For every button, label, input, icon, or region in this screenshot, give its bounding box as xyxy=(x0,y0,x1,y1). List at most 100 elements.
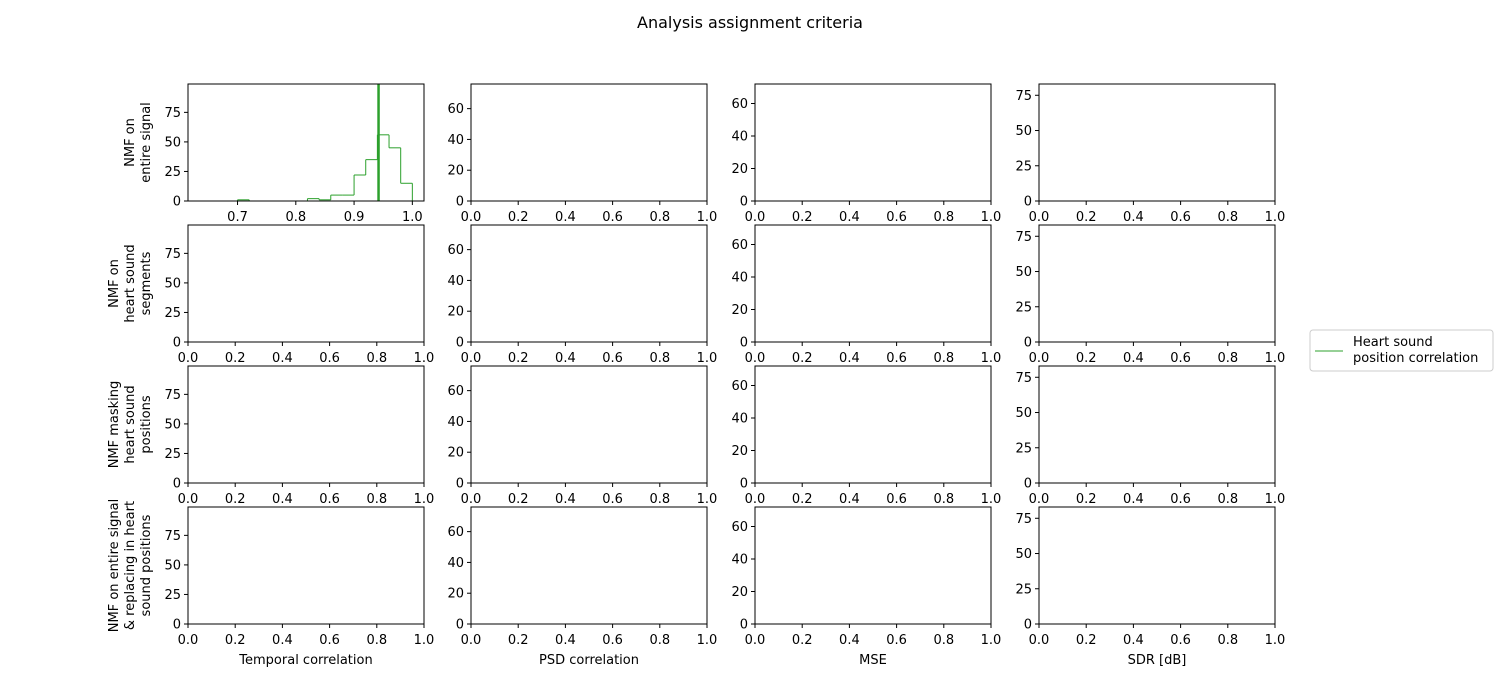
subplot-r0-c2: 0 20 40 60 0.0 0.2 0.4 0.6 0.8 1.0 xyxy=(731,83,1001,225)
y-axis-label: NMF masking heart sound positions xyxy=(107,381,154,469)
x-axis-label: Temporal correlation xyxy=(238,653,372,668)
x-tick-label: 0.6 xyxy=(602,633,623,648)
y-tick-label: 60 xyxy=(447,384,464,399)
subplot-r2-c1: 0 20 40 60 0.0 0.2 0.4 0.6 0.8 1.0 xyxy=(447,365,717,507)
axes-frame xyxy=(754,365,992,484)
x-tick-label: 0.0 xyxy=(178,351,199,366)
y-tick-label: 0 xyxy=(456,195,464,210)
x-tick-label: 0.0 xyxy=(461,492,482,507)
y-tick-label: 75 xyxy=(164,388,181,403)
axes-frame xyxy=(754,506,992,625)
x-tick-label: 1.0 xyxy=(981,351,1002,366)
y-tick-label: 40 xyxy=(447,556,464,571)
x-tick-label: 0.2 xyxy=(508,633,529,648)
y-tick-label: 25 xyxy=(164,306,181,321)
y-tick-label: 0 xyxy=(456,477,464,492)
x-tick-label: 0.0 xyxy=(1029,492,1050,507)
axes-frame xyxy=(470,83,708,202)
x-tick-label: 0.8 xyxy=(1217,210,1238,225)
y-tick-label: 75 xyxy=(164,247,181,262)
x-tick-label: 0.6 xyxy=(886,210,907,225)
y-axis-label-line: sound positions xyxy=(139,514,154,616)
x-tick-label: 0.6 xyxy=(886,492,907,507)
axes-frame xyxy=(1038,365,1276,484)
axes-frame xyxy=(470,506,708,625)
y-tick-label: 0 xyxy=(740,477,748,492)
y-tick-label: 20 xyxy=(731,444,748,459)
x-tick-label: 1.0 xyxy=(697,633,718,648)
x-tick-label: 0.6 xyxy=(319,492,340,507)
y-tick-label: 0 xyxy=(1024,477,1032,492)
x-tick-label: 0.6 xyxy=(1170,633,1191,648)
x-tick-label: 0.0 xyxy=(1029,351,1050,366)
x-tick-label: 0.4 xyxy=(1123,351,1144,366)
y-tick-label: 50 xyxy=(164,276,181,291)
x-tick-label: 0.8 xyxy=(649,351,670,366)
x-tick-label: 0.6 xyxy=(319,351,340,366)
x-tick-label: 0.4 xyxy=(555,351,576,366)
y-axis-label: NMF on entire signal xyxy=(123,102,154,183)
subplot-r3-c3: 0 25 50 75 0.0 0.2 0.4 0.6 0.8 1.0 SDR [dB] xyxy=(1015,506,1285,668)
y-tick-label: 40 xyxy=(447,133,464,148)
x-tick-label: 0.4 xyxy=(555,492,576,507)
y-tick-label: 0 xyxy=(456,618,464,633)
subplot-r2-c3: 0 25 50 75 0.0 0.2 0.4 0.6 0.8 1.0 xyxy=(1015,365,1285,507)
x-tick-label: 0.6 xyxy=(1170,492,1191,507)
x-tick-label: 0.6 xyxy=(602,210,623,225)
axes-frame xyxy=(470,365,708,484)
x-tick-label: 0.7 xyxy=(227,210,248,225)
axes-frame xyxy=(187,506,425,625)
x-tick-label: 0.8 xyxy=(1217,633,1238,648)
x-tick-label: 0.2 xyxy=(1076,351,1097,366)
y-tick-label: 20 xyxy=(447,305,464,320)
subplot-r0-c0: 0 25 50 75 0.7 0.8 0.9 1.0 NMF on entire signal xyxy=(123,83,425,225)
x-tick-label: 0.2 xyxy=(1076,210,1097,225)
x-axis-label: PSD correlation xyxy=(539,653,639,668)
y-tick-label: 50 xyxy=(1015,124,1032,139)
x-tick-label: 0.0 xyxy=(1029,633,1050,648)
y-tick-label: 60 xyxy=(447,102,464,117)
subplot-r3-c0: 0 25 50 75 0.0 0.2 0.4 0.6 0.8 1.0 Temporal correl… xyxy=(107,499,434,668)
y-tick-label: 75 xyxy=(1015,89,1032,104)
x-tick-label: 0.2 xyxy=(792,633,813,648)
subplot-r0-c3: 0 25 50 75 0.0 0.2 0.4 0.6 0.8 1.0 xyxy=(1015,83,1285,225)
x-tick-label: 0.6 xyxy=(1170,351,1191,366)
x-tick-label: 1.0 xyxy=(697,351,718,366)
x-tick-label: 0.8 xyxy=(366,351,387,366)
axes-frame xyxy=(1038,506,1276,625)
x-tick-label: 1.0 xyxy=(414,492,435,507)
x-tick-label: 0.0 xyxy=(745,633,766,648)
x-tick-label: 0.2 xyxy=(508,351,529,366)
y-tick-label: 25 xyxy=(164,165,181,180)
y-tick-label: 50 xyxy=(1015,265,1032,280)
legend-label-line: Heart sound xyxy=(1353,335,1433,350)
x-tick-label: 0.8 xyxy=(933,492,954,507)
y-axis-label-line: segments xyxy=(139,251,154,315)
x-tick-label: 0.0 xyxy=(178,492,199,507)
x-tick-label: 0.8 xyxy=(933,351,954,366)
y-tick-label: 0 xyxy=(740,195,748,210)
histogram-series xyxy=(237,134,413,202)
axes-frame xyxy=(754,224,992,343)
subplot-r3-c1: 0 20 40 60 0.0 0.2 0.4 0.6 0.8 1.0 PSD correlation xyxy=(447,506,718,668)
y-tick-label: 25 xyxy=(164,447,181,462)
y-axis-label-line: NMF on xyxy=(123,118,138,167)
y-tick-label: 50 xyxy=(164,417,181,432)
x-tick-label: 0.4 xyxy=(555,633,576,648)
y-tick-label: 40 xyxy=(447,274,464,289)
y-tick-label: 0 xyxy=(740,336,748,351)
x-tick-label: 0.2 xyxy=(792,210,813,225)
x-tick-label: 0.6 xyxy=(602,351,623,366)
y-axis-label-line: NMF masking xyxy=(107,381,122,469)
y-tick-label: 25 xyxy=(1015,300,1032,315)
y-tick-label: 0 xyxy=(1024,618,1032,633)
axes-frame xyxy=(187,224,425,343)
y-tick-label: 20 xyxy=(447,164,464,179)
y-axis-label-line: heart sound xyxy=(123,244,138,322)
y-axis-label: NMF on heart sound segments xyxy=(107,244,154,322)
x-tick-label: 1.0 xyxy=(402,210,423,225)
x-tick-label: 0.8 xyxy=(366,633,387,648)
y-tick-label: 25 xyxy=(1015,441,1032,456)
y-tick-label: 60 xyxy=(731,520,748,535)
x-tick-label: 0.0 xyxy=(461,633,482,648)
